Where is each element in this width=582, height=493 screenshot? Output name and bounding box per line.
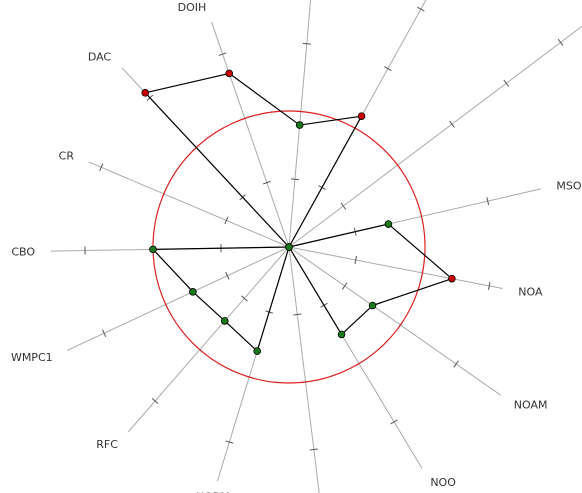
- data-point-noo: [338, 331, 345, 338]
- ticks-layer: [85, 0, 563, 450]
- axis-tick-fo: [291, 179, 299, 180]
- data-point-fo: [296, 122, 303, 129]
- data-point-noam: [369, 302, 376, 309]
- axis-tick-wmpc1: [226, 272, 229, 279]
- data-point-norm: [254, 348, 261, 355]
- labels-layer: FOLCOM3MNOLMSOONOANOAMNOONOOMNORMRFCWMPC…: [11, 0, 582, 493]
- axis-tick-noam: [342, 283, 347, 290]
- axis-line-mnol: [289, 18, 582, 247]
- polygon-layer: [145, 73, 452, 351]
- axis-tick-lcom3: [417, 7, 424, 11]
- axis-line-doih: [212, 22, 289, 247]
- axis-tick-mnol: [504, 80, 509, 86]
- series-segment-norm: [225, 321, 257, 351]
- axis-tick-mnol: [558, 39, 563, 45]
- series-segment-noam: [342, 306, 373, 335]
- data-point-noa: [448, 275, 455, 282]
- axis-tick-noom: [293, 314, 301, 315]
- data-point-lcom3: [358, 113, 365, 120]
- axis-line-cr: [89, 162, 289, 247]
- axis-label-wmpc1: WMPC1: [11, 351, 53, 364]
- axis-line-noom: [289, 247, 320, 493]
- data-point-wmpc1: [189, 288, 196, 295]
- series-segment-cr: [145, 93, 289, 247]
- axis-line-rfc: [128, 247, 289, 432]
- series-segment-doih: [229, 73, 299, 125]
- axis-label-noa: NOA: [518, 286, 543, 299]
- axis-tick-fo: [303, 43, 311, 44]
- axis-label-cr: CR: [59, 150, 75, 163]
- series-segment-rfc: [193, 292, 225, 321]
- axis-tick-noom: [310, 449, 318, 450]
- axis-line-noa: [289, 247, 503, 289]
- series-segment-dac: [145, 73, 229, 92]
- axis-tick-noo: [391, 420, 398, 424]
- axis-label-noo: NOO: [430, 476, 456, 489]
- axis-label-noam: NOAM: [514, 398, 548, 411]
- data-point-dac: [142, 89, 149, 96]
- axis-label-msoo: MSOO: [556, 179, 582, 192]
- data-point-rfc: [221, 318, 228, 325]
- axis-tick-wmpc1: [102, 330, 105, 337]
- data-point-cbo: [150, 246, 157, 253]
- axis-line-wmpc1: [67, 247, 289, 350]
- axis-label-rfc: RFC: [96, 438, 118, 451]
- series-segment-noo: [289, 247, 342, 334]
- axis-label-dac: DAC: [88, 50, 112, 63]
- data-point-cr: [286, 244, 293, 251]
- axis-label-cbo: CBO: [11, 245, 35, 258]
- axis-label-doih: DOIH: [178, 1, 207, 14]
- axis-tick-mnol: [341, 203, 346, 209]
- axis-tick-noam: [454, 361, 459, 368]
- axis-line-noam: [289, 247, 501, 395]
- series-segment-noom: [257, 247, 289, 351]
- data-point-doih: [226, 70, 233, 77]
- series-segment-noa: [373, 279, 452, 306]
- axes-layer: [51, 0, 582, 493]
- axis-tick-mnol: [450, 121, 455, 127]
- series-segment-lcom3: [289, 116, 362, 247]
- data-point-msoo: [385, 221, 392, 228]
- axis-tick-lcom3: [384, 67, 391, 71]
- series-segment-msoo: [388, 224, 451, 279]
